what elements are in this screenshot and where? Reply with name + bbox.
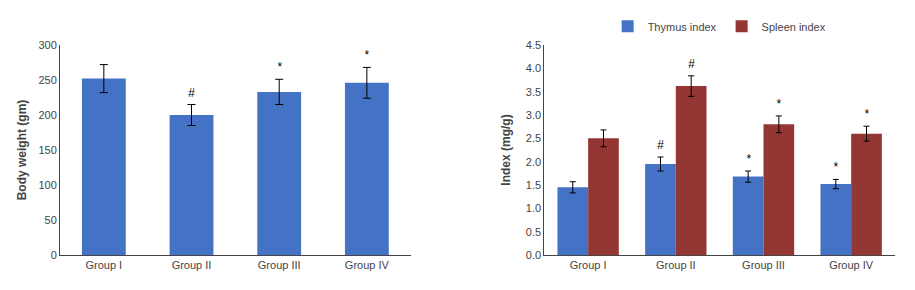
svg-text:#: # [188, 86, 195, 100]
svg-text:50: 50 [45, 214, 57, 226]
svg-text:0: 0 [51, 249, 57, 261]
svg-text:100: 100 [38, 179, 56, 191]
svg-text:3.0: 3.0 [526, 109, 541, 121]
svg-text:150: 150 [38, 144, 56, 156]
svg-text:#: # [688, 57, 695, 71]
svg-text:Group III: Group III [258, 259, 301, 271]
svg-text:Group I: Group I [570, 259, 607, 271]
svg-text:Group II: Group II [656, 259, 696, 271]
svg-text:250: 250 [38, 74, 56, 86]
svg-text:*: * [833, 160, 838, 174]
svg-text:4.5: 4.5 [526, 39, 541, 51]
svg-text:Group IV: Group IV [829, 259, 874, 271]
svg-text:*: * [746, 152, 751, 166]
svg-text:*: * [776, 97, 781, 111]
svg-text:1.5: 1.5 [526, 179, 541, 191]
svg-text:Body weight (gm): Body weight (gm) [15, 100, 29, 201]
svg-text:200: 200 [38, 109, 56, 121]
svg-text:*: * [277, 60, 282, 74]
svg-text:2.0: 2.0 [526, 156, 541, 168]
svg-text:Group I: Group I [85, 259, 122, 271]
svg-text:Group IV: Group IV [345, 259, 390, 271]
svg-text:Group II: Group II [172, 259, 212, 271]
svg-text:0.5: 0.5 [526, 226, 541, 238]
svg-text:#: # [657, 138, 664, 152]
svg-text:4.0: 4.0 [526, 62, 541, 74]
svg-text:Group III: Group III [742, 259, 785, 271]
svg-text:3.5: 3.5 [526, 86, 541, 98]
svg-text:*: * [364, 48, 369, 62]
svg-text:Spleen index: Spleen index [762, 21, 826, 33]
svg-text:0.0: 0.0 [526, 249, 541, 261]
svg-text:300: 300 [38, 39, 56, 51]
svg-text:*: * [864, 107, 869, 121]
svg-text:1.0: 1.0 [526, 202, 541, 214]
svg-text:Index (mg/g): Index (mg/g) [499, 114, 513, 185]
svg-text:2.5: 2.5 [526, 132, 541, 144]
svg-text:Thymus index: Thymus index [648, 21, 717, 33]
